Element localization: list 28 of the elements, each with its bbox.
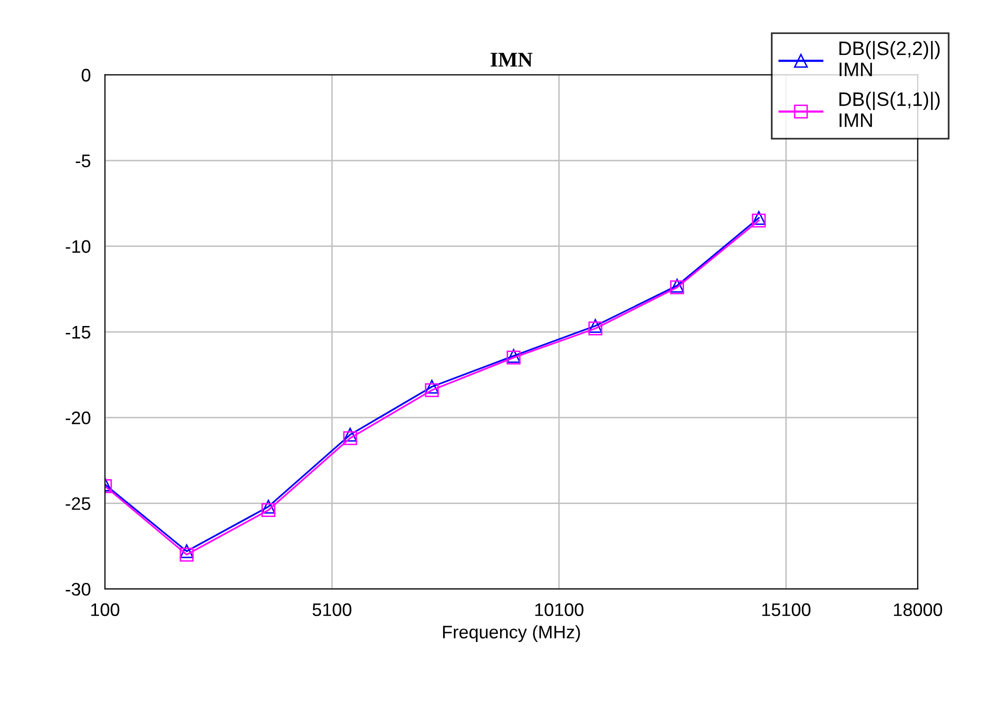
x-axis-title: Frequency (MHz) [443,625,580,642]
y-tick-label: -15 [66,326,90,339]
x-tick-label: 5100 [312,603,352,616]
point [588,322,602,336]
x-tick-label: 10100 [535,603,584,616]
x-tick-label: 18000 [894,603,942,616]
y-tick-label: -30 [66,582,90,596]
y-tick-label: -25 [66,497,90,510]
point [752,214,766,228]
point [424,380,439,394]
point [424,383,439,398]
legend-label: DB(|S(1,1)|) IMN [839,92,940,127]
y-tick-label: 0 [82,68,90,82]
point [180,548,194,562]
point [180,544,194,558]
point [752,211,766,225]
legend-label: DB(|S(2,2)|) IMN [839,40,940,76]
point [588,318,602,333]
point [343,431,358,446]
point [261,500,276,514]
x-tick-label: 100 [91,603,120,616]
chart-title: IMN [490,52,532,67]
y-tick-label: -10 [66,240,90,253]
y-tick-label: -5 [76,154,90,168]
x-tick-label: 15100 [762,603,810,616]
point [261,503,276,518]
y-tick-label: -20 [66,412,90,424]
point [343,428,358,442]
